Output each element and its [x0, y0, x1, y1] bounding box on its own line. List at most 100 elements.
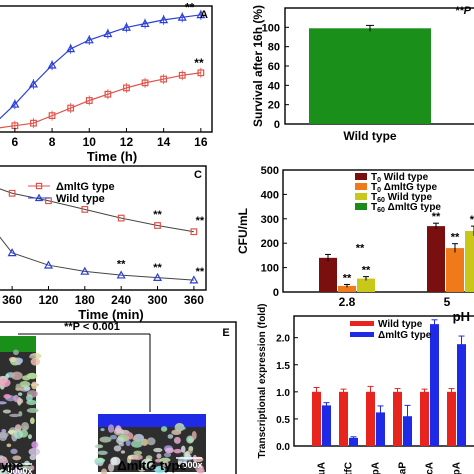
panel-a-series-line: [0, 14, 201, 120]
panel-f-category-label: spaP: [398, 462, 409, 474]
sem-cell: [115, 425, 122, 434]
sem-cell: [101, 468, 108, 474]
panel-b-tick-label: 20: [268, 100, 280, 112]
sem-cell: [5, 374, 10, 379]
sem-cell: [21, 421, 30, 431]
panel-f-bar: [403, 416, 412, 446]
panel-a-point: [140, 18, 150, 28]
sem-cell: [160, 426, 168, 432]
sem-cell: [164, 447, 174, 454]
sem-cell: [0, 401, 7, 405]
panel-c-annotation: **: [153, 209, 162, 221]
sem-cell: [156, 453, 162, 459]
panel-f-bar: [376, 412, 385, 446]
panel-a-tick-label: 6: [12, 135, 19, 149]
panel-a-point: [85, 97, 93, 104]
panel-d-tick-label: 300: [261, 214, 279, 226]
panel-f-category-label: fruA: [317, 462, 328, 474]
panel-a-tick-label: 10: [83, 135, 97, 149]
panel-d-legend-swatch: [355, 203, 367, 210]
sem-cell: [138, 467, 146, 472]
sem-cell: [133, 450, 143, 456]
sem-cell: [107, 424, 115, 433]
panel-d-ylabel: CFU/mL: [236, 208, 250, 254]
sem-cell: [99, 436, 112, 443]
panel-f-bar: [430, 324, 439, 446]
panel-f-tick-label: 1.5: [276, 361, 290, 372]
sem-cell: [0, 431, 9, 439]
sem-cell: [19, 381, 31, 388]
panel-a-point: [66, 44, 76, 53]
panel-f-tick-label: 0.5: [276, 415, 290, 426]
sem-cell: [186, 435, 194, 444]
sem-cell: [27, 372, 38, 380]
panel-b-tick-label: 40: [268, 80, 280, 92]
sem-cell: [13, 466, 23, 474]
panel-f-legend-label: ΔmltG type: [378, 330, 432, 341]
panel-f-bar: [420, 391, 429, 446]
panel-a-point: [67, 104, 75, 112]
panel-f-category-label: vicA: [425, 462, 436, 474]
panel-d-annotation: **: [356, 242, 365, 254]
panel-c-point: [81, 206, 89, 213]
panel-c-series-line: [0, 236, 194, 281]
panel-d-category-label: 5: [444, 295, 451, 309]
sem-cell: [163, 452, 172, 458]
panel-f-bar: [322, 405, 331, 446]
sem-cell: [173, 448, 182, 454]
panel-d-annotation: **: [470, 214, 474, 226]
sem-cell: [167, 434, 174, 439]
panel-f-legend-swatch: [350, 321, 374, 326]
panel-e-bar-cap: [0, 336, 36, 352]
sem-cell: [20, 465, 32, 470]
panel-c-series-line: [0, 188, 194, 233]
sem-cell: [18, 411, 23, 417]
sem-cell: [110, 456, 121, 466]
panel-c-tick-label: 180: [75, 293, 95, 307]
panel-f-tick-label: 0.0: [276, 442, 290, 453]
panel-c-legend-label: Wild type: [56, 193, 105, 205]
sem-cell: [0, 378, 11, 388]
sem-cell: [13, 430, 24, 439]
sem-cell: [21, 471, 26, 474]
panel-d-tick-label: 400: [261, 189, 279, 201]
sem-cell: [174, 426, 186, 431]
sem-cell: [132, 454, 143, 460]
panel-e-category-label: ΔmltG type: [117, 458, 186, 473]
sem-cell: [191, 431, 197, 440]
sem-cell: [31, 381, 38, 390]
sem-cell: [29, 454, 37, 461]
sem-cell: [109, 434, 117, 440]
panel-c-point: [154, 222, 161, 229]
panel-b-tick-label: 80: [268, 42, 280, 54]
sem-cell: [9, 356, 17, 363]
panel-e-sem-image: 5000x: [94, 423, 206, 474]
panel-a-point: [28, 79, 38, 88]
panel-c-point: [189, 275, 199, 284]
sem-cell: [26, 394, 33, 402]
panel-a-annotation: **: [194, 56, 204, 70]
panel-a-tick-label: 12: [120, 135, 134, 149]
panel-d-legend-label: T0 ΔmltG type: [371, 182, 438, 194]
panel-f-bar: [457, 344, 466, 446]
sem-cell: [153, 447, 163, 453]
panel-f-bar: [447, 391, 456, 446]
panel-d-bar: [338, 285, 356, 292]
sem-cell: [132, 436, 138, 441]
sem-cell: [154, 465, 166, 474]
panel-a-tick-label: 8: [49, 135, 56, 149]
panel-d-annotation: **: [362, 265, 371, 277]
panel-d-legend-swatch: [355, 173, 367, 180]
panel-a-point: [103, 28, 113, 38]
panel-d-tick-label: 100: [261, 263, 279, 275]
sem-cell: [159, 457, 171, 463]
panel-f-ylabel: Transcriptional expression (fold): [257, 303, 268, 458]
panel-a-xlabel: Time (h): [87, 149, 137, 164]
sem-cell: [100, 428, 105, 432]
panel-c-point: [116, 270, 126, 279]
panel-d-bar: [319, 257, 337, 292]
panel-c-legend-marker: [34, 193, 44, 202]
panel-c-tick-label: 300: [148, 293, 168, 307]
panel-c-annotation: **: [117, 258, 126, 270]
